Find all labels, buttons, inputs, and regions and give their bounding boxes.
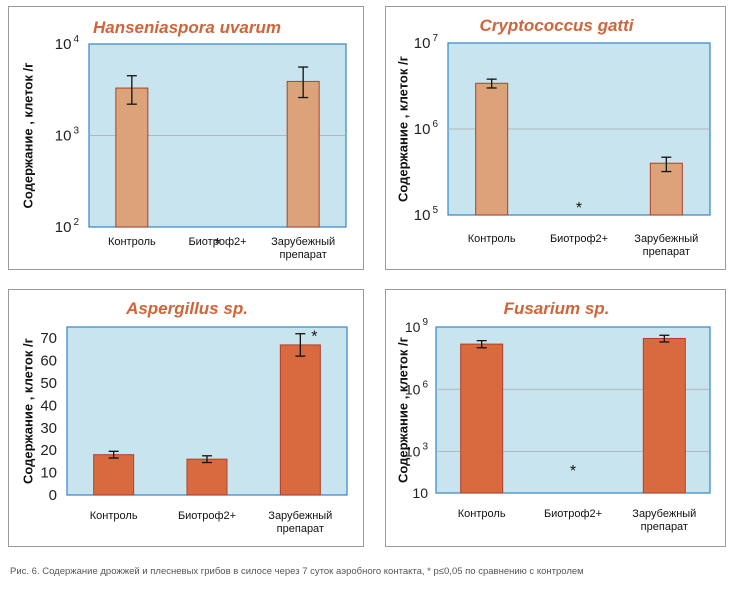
y-tick-label: 10 9 (405, 317, 429, 335)
x-category-label: Контроль (458, 508, 506, 520)
chart-fusarium: 10 10 3 10 6 10 9 Контроль * Биотроф2+ Зарубежный п… (395, 299, 711, 533)
chart-title: Fusarium sp. (504, 299, 610, 318)
x-category-label: Зарубежный препарат (271, 236, 335, 261)
chart-aspergillus: 0 10 20 30 40 50 60 70 Контроль Биотроф2+ * Зарубеж… (20, 299, 348, 535)
y-tick-label: 10 (40, 465, 57, 482)
y-tick-label: 60 (40, 353, 57, 370)
bar (186, 458, 228, 496)
x-category-label: Контроль (468, 233, 516, 245)
y-axis-label: Содержание , клеток /г (20, 62, 35, 209)
bar (279, 344, 321, 496)
x-category-label: Контроль (108, 236, 156, 248)
y-tick-label: 40 (40, 397, 57, 414)
x-category-label: Биотроф2+ (188, 236, 246, 248)
x-category-label: Зарубежный препарат (632, 508, 696, 533)
x-category-label: Биотроф2+ (544, 508, 602, 520)
y-tick-label: 30 (40, 420, 57, 437)
chart-title: Cryptococcus gatti (480, 16, 635, 35)
y-tick-label: 50 (40, 375, 57, 392)
x-category-label: Зарубежный препарат (268, 510, 332, 535)
bar (93, 454, 135, 496)
x-category-label: Контроль (90, 510, 138, 522)
bar (475, 82, 509, 216)
figure-caption: Рис. 6. Содержание дрожжей и плесневых г… (10, 566, 584, 577)
y-tick-label: 10 5 (414, 205, 439, 224)
y-tick-label: 10 7 (414, 33, 439, 52)
x-category-label: Биотроф2+ (550, 233, 608, 245)
bar (115, 87, 149, 228)
y-axis-label: Содержание , клеток /г (20, 337, 35, 484)
x-category-label: Зарубежный препарат (634, 233, 698, 258)
x-category-label: Биотроф2+ (178, 510, 236, 522)
bar (460, 343, 504, 494)
y-tick-label: 10 2 (55, 217, 80, 236)
y-tick-label: 10 6 (414, 119, 439, 138)
y-tick-label: 10 6 (405, 379, 429, 397)
significance-marker: * (576, 200, 582, 217)
bar (286, 80, 320, 228)
y-tick-label: 0 (49, 487, 57, 504)
y-tick-label: 10 4 (55, 34, 80, 53)
significance-marker: * (570, 463, 576, 480)
y-tick-label: 10 3 (405, 442, 429, 460)
y-tick-label: 20 (40, 442, 57, 459)
chart-title: Hanseniaspora uvarum (93, 18, 281, 37)
chart-panel-hanseniaspora: 10 2 10 3 10 4 Контроль * Биотроф2+ Зарубежный пре… (8, 6, 364, 270)
y-tick-label: 70 (40, 330, 57, 347)
chart-panel-aspergillus: 0 10 20 30 40 50 60 70 Контроль Биотроф2+ * Зарубеж… (8, 289, 364, 547)
chart-title: Aspergillus sp. (125, 299, 248, 318)
chart-panel-cryptococcus: 10 5 10 6 10 7 Контроль * Биотроф2+ Зарубежный пре… (385, 6, 726, 270)
y-tick-label: 10 (412, 485, 428, 501)
significance-marker: * (311, 329, 317, 346)
significance-marker: * (214, 236, 220, 253)
y-axis-label: Содержание , клеток /г (395, 336, 410, 483)
bar (642, 337, 686, 494)
chart-panel-fusarium: 10 10 3 10 6 10 9 Контроль * Биотроф2+ Зарубежный п… (385, 289, 726, 547)
y-axis-label: Содержание , клеток /г (395, 55, 410, 202)
y-tick-label: 10 3 (55, 126, 80, 145)
